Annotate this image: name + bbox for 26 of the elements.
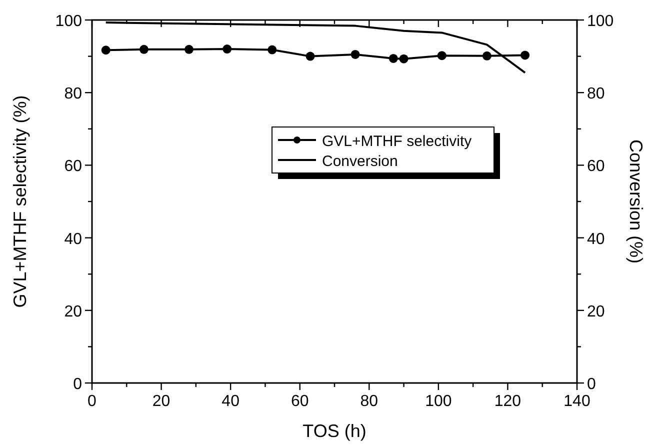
y-tick-label: 20 (64, 303, 82, 320)
y2-tick-label: 0 (587, 376, 596, 393)
y-tick-label: 60 (64, 158, 82, 176)
y2-tick-label: 80 (587, 86, 605, 103)
y2-tick-label: 40 (587, 230, 605, 248)
legend-label: Conversion (322, 153, 398, 170)
legend-label: GVL+MTHF selectivity (322, 133, 472, 150)
y-tick-label: 40 (64, 230, 82, 248)
y-tick-label: 0 (73, 376, 82, 393)
y2-tick-label: 20 (587, 303, 605, 320)
x-tick-label: 80 (360, 393, 378, 410)
line-series (104, 22, 526, 74)
x-tick-label: 60 (290, 393, 309, 410)
y-tick-label: 80 (64, 86, 82, 103)
y2-tick-label: 60 (587, 158, 605, 176)
x-tick-label: 20 (152, 393, 170, 410)
x-tick-label: 120 (494, 393, 522, 410)
x-axis-title: TOS (h) (302, 421, 366, 441)
x-tick-label: 0 (88, 393, 97, 410)
x-tick-label: 100 (425, 393, 452, 410)
x-tick-label: 140 (564, 393, 590, 410)
y2-axis-title: Conversion (%) (626, 139, 646, 264)
y-tick-label: 100 (55, 13, 82, 30)
x-tick-label: 40 (222, 393, 240, 410)
y-axis-title: GVL+MTHF selectivity (%) (10, 95, 30, 308)
y2-tick-label: 100 (587, 13, 614, 30)
